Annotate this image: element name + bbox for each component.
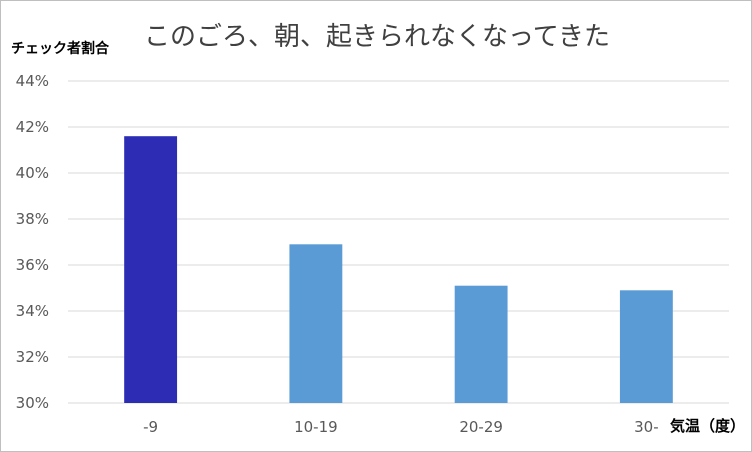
y-tick-label: 36% xyxy=(16,256,49,274)
x-tick-label: 10-19 xyxy=(294,418,338,436)
y-axis-ticks: 30% 32% 34% 36% 38% 40% 42% 44% xyxy=(16,72,49,412)
x-axis-ticks: -9 10-19 20-29 30- xyxy=(143,418,658,436)
y-tick-label: 42% xyxy=(16,118,49,136)
y-tick-label: 34% xyxy=(16,302,49,320)
x-tick-label: -9 xyxy=(143,418,158,436)
y-tick-label: 40% xyxy=(16,164,49,182)
chart-title: このごろ、朝、起きられなくなってきた xyxy=(144,22,610,52)
gridlines xyxy=(68,80,729,404)
bars xyxy=(124,136,673,403)
y-tick-label: 32% xyxy=(16,348,49,366)
y-tick-label: 38% xyxy=(16,210,49,228)
bar--9 xyxy=(124,136,178,403)
x-axis-label: 気温（度） xyxy=(670,417,745,435)
bar-20-29 xyxy=(454,285,508,403)
x-tick-label: 20-29 xyxy=(459,418,503,436)
y-axis-label: チェック者割合 xyxy=(11,40,110,57)
bar-10-19 xyxy=(289,244,343,403)
y-tick-label: 30% xyxy=(16,394,49,412)
y-tick-label: 44% xyxy=(16,72,49,90)
x-tick-label: 30- xyxy=(634,418,659,436)
bar-30- xyxy=(619,290,673,403)
